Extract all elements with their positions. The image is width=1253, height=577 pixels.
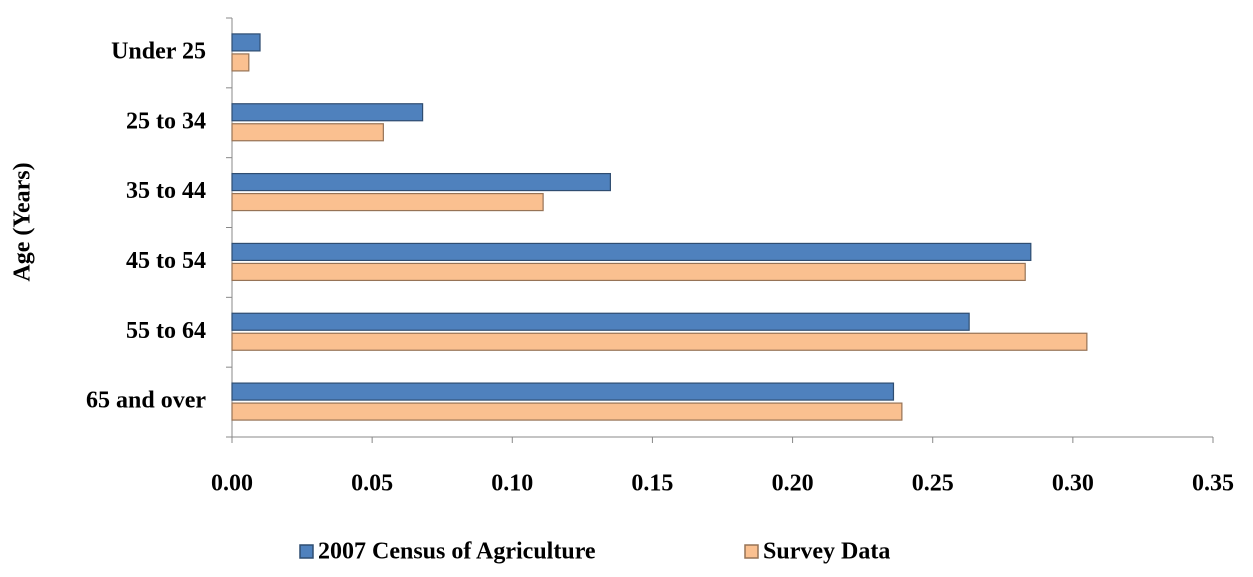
y-tick-label: 65 and over (86, 388, 206, 414)
legend-marker (744, 544, 759, 559)
bar (231, 312, 970, 331)
bar (231, 242, 1032, 262)
x-tick-label: 0.15 (631, 471, 673, 497)
bar (231, 103, 424, 122)
bar (231, 172, 611, 192)
bar (231, 382, 895, 401)
bar (231, 262, 1026, 282)
y-tick-label: 45 to 54 (126, 248, 206, 274)
x-tick-label: 0.35 (1192, 471, 1234, 497)
x-tick-label: 0.25 (912, 471, 954, 497)
y-axis-title: Age (Years) (10, 162, 36, 281)
bar (231, 192, 544, 212)
y-tick-label: 35 to 44 (126, 178, 206, 204)
bar (231, 53, 250, 72)
legend-marker (299, 544, 314, 559)
bar (231, 332, 1088, 351)
x-tick-label: 0.20 (772, 471, 814, 497)
y-tick-label: 55 to 64 (126, 318, 206, 344)
x-tick-label: 0.00 (211, 471, 253, 497)
x-tick-label: 0.05 (351, 471, 393, 497)
legend-label: Survey Data (763, 539, 890, 565)
x-tick-label: 0.10 (491, 471, 533, 497)
y-tick-label: 25 to 34 (126, 108, 206, 134)
x-tick-label: 0.30 (1052, 471, 1094, 497)
bar (231, 402, 903, 421)
y-tick-label: Under 25 (111, 38, 206, 64)
legend-label: 2007 Census of Agriculture (318, 539, 596, 565)
bar (231, 33, 261, 52)
bar (231, 123, 384, 142)
